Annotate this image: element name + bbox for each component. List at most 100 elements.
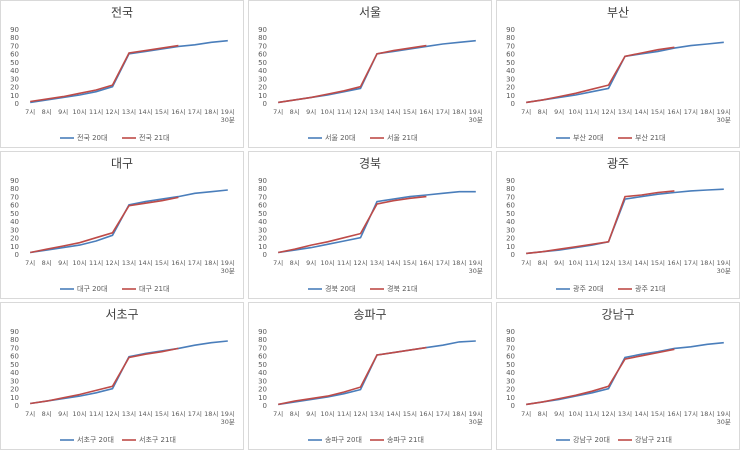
y-tick-label: 0 (263, 402, 267, 410)
x-tick-label: 8시 (289, 410, 300, 418)
y-tick-label: 10 (258, 243, 267, 251)
x-tick-label-box: 12시 (105, 108, 119, 116)
x-tick-label-box: 11시 (89, 259, 103, 267)
x-tick-label: 11시 (88, 108, 104, 116)
y-tick-label: 0 (511, 100, 515, 108)
y-tick-label: 20 (506, 235, 515, 243)
y-tick-label: 90 (506, 26, 515, 34)
y-tick-label: 60 (10, 51, 19, 59)
y-tick-label: 20 (506, 84, 515, 92)
x-tick-label: 11시 (584, 259, 600, 267)
series-line (278, 195, 427, 254)
x-tick-label: 10시 (320, 259, 335, 267)
x-tick-label: 13시 (369, 108, 385, 116)
y-tick-label: 40 (258, 369, 267, 377)
panel-border (0, 0, 244, 148)
x-tick-label: 17시 (435, 108, 450, 116)
y-tick-label: 80 (506, 34, 515, 42)
x-tick-label-box: 15시 (403, 108, 417, 116)
x-tick-label: 10시 (72, 108, 87, 116)
x-tick-label-box: 10시 (72, 259, 87, 267)
y-tick-label: 70 (258, 193, 267, 201)
x-tick-label-box: 7시 (25, 108, 35, 116)
x-tick-label-box: 16시 (419, 410, 433, 418)
chart-title: 송파구 (353, 308, 386, 322)
x-tick-label-box: 10시 (568, 259, 583, 267)
x-tick-label: 7시 (25, 259, 36, 267)
x-tick-label-box: 17시 (187, 259, 202, 267)
x-tick-label-box: 10시 (320, 108, 334, 116)
y-tick-label: 90 (506, 177, 515, 185)
x-tick-label: 14시 (138, 108, 153, 116)
x-tick-label: 8시 (289, 259, 300, 267)
x-tick-label: 17시 (187, 259, 202, 267)
x-tick-label-box: 18시 (452, 410, 466, 418)
series-line (526, 190, 675, 255)
series-line (526, 341, 724, 406)
x-tick-label-box: 19시 30분 (469, 259, 483, 275)
legend-label: 송파구 21대 (387, 435, 424, 444)
y-tick-label: 30 (10, 226, 19, 234)
x-tick-label: 12시 (353, 410, 368, 418)
y-tick-label: 70 (10, 193, 19, 201)
x-tick-label-box: 8시 (538, 108, 548, 116)
y-tick-label: 0 (511, 402, 515, 410)
x-tick-label-box: 12시 (601, 410, 615, 418)
x-tick-label-box: 14시 (386, 108, 400, 116)
x-tick-label-box: 11시 (584, 259, 600, 267)
y-tick-label: 90 (258, 177, 267, 185)
y-tick-label: 40 (506, 67, 515, 75)
x-tick-label: 15시 (154, 259, 170, 267)
legend-label: 강남구 20대 (573, 435, 610, 444)
x-tick-label-box: 19시 30분 (220, 410, 235, 426)
x-tick-label: 16시 (171, 259, 186, 267)
x-tick-label: 13시 (121, 410, 137, 418)
y-tick-label: 10 (506, 92, 515, 100)
legend-label: 강남구 21대 (635, 435, 672, 444)
series-line (30, 196, 179, 254)
x-tick-label: 18시 (700, 410, 715, 418)
chart-title: 대구 (111, 157, 133, 171)
x-tick-label-box: 17시 (684, 108, 698, 116)
y-tick-label: 0 (15, 251, 19, 259)
x-tick-label: 17시 (187, 108, 202, 116)
x-tick-label-box: 14시 (386, 410, 400, 418)
x-tick-label: 19시 30분 (220, 410, 235, 426)
x-tick-label-box: 12시 (105, 259, 119, 267)
y-tick-label: 40 (258, 67, 267, 75)
y-tick-label: 50 (10, 361, 19, 369)
y-tick-label: 80 (10, 34, 19, 42)
x-tick-label-box: 9시 (554, 410, 564, 418)
x-tick-label-box: 12시 (601, 259, 615, 267)
x-tick-label-box: 10시 (320, 410, 334, 418)
x-tick-label: 10시 (568, 259, 583, 267)
series-line (278, 39, 476, 104)
y-tick-label: 50 (506, 59, 515, 67)
x-tick-label-box: 13시 (370, 410, 384, 418)
x-tick-label-box: 15시 (651, 108, 665, 116)
x-tick-label-box: 11시 (88, 108, 104, 116)
x-tick-label-box: 17시 (435, 108, 450, 116)
panel-border (248, 151, 492, 299)
y-tick-label: 20 (506, 386, 515, 394)
y-tick-label: 0 (15, 402, 19, 410)
y-tick-label: 40 (506, 218, 515, 226)
chart-title: 부산 (607, 6, 629, 20)
x-tick-label: 10시 (72, 259, 87, 267)
y-tick-label: 80 (258, 34, 267, 42)
x-tick-label-box: 7시 (25, 259, 36, 267)
x-tick-label-box: 13시 (618, 108, 632, 116)
x-tick-label-box: 10시 (72, 108, 87, 116)
x-tick-label-box: 9시 (58, 259, 68, 267)
x-tick-label-box: 15시 (154, 259, 170, 267)
y-tick-label: 20 (258, 386, 267, 394)
x-tick-label-box: 16시 (171, 108, 185, 116)
x-tick-label-box: 7시 (273, 259, 283, 267)
series-line (278, 346, 427, 406)
x-tick-label: 7시 (273, 410, 284, 418)
y-tick-label: 70 (258, 42, 267, 50)
x-tick-label-box: 8시 (538, 410, 548, 418)
